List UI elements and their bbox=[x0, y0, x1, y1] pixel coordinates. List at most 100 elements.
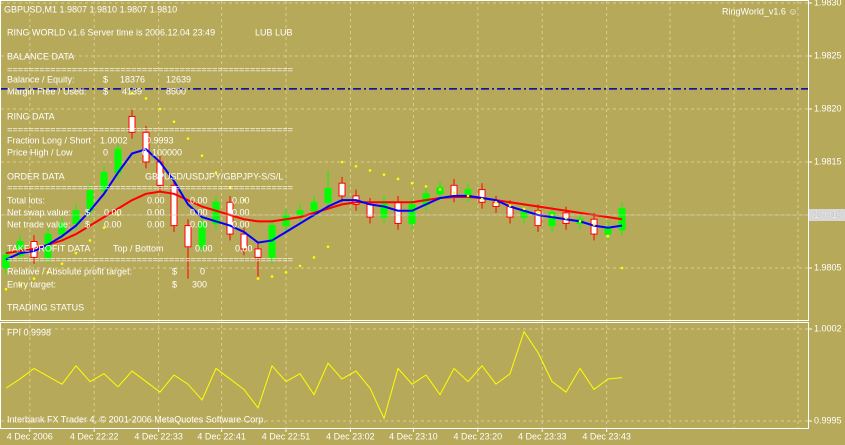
candle-body bbox=[408, 203, 416, 224]
sar-dot bbox=[620, 266, 624, 270]
candle-body bbox=[338, 182, 346, 197]
panel-text: $ bbox=[172, 266, 177, 276]
sar-dot bbox=[270, 275, 274, 278]
candle-body bbox=[296, 210, 304, 216]
candle-body bbox=[128, 115, 136, 133]
x-tick-label: 4 Dec 22:51 bbox=[262, 431, 311, 441]
price-label: 1.9810 bbox=[814, 209, 842, 219]
panel-text: 8500 bbox=[166, 86, 186, 96]
candle-body bbox=[142, 131, 150, 163]
panel-text: Net trade value: bbox=[7, 219, 71, 229]
panel-text: Margin Free / Used: bbox=[7, 86, 87, 96]
sar-dot bbox=[172, 120, 176, 124]
sar-dot bbox=[564, 216, 568, 220]
panel-text: $ bbox=[85, 207, 90, 217]
sar-dot bbox=[312, 256, 316, 259]
candle-body bbox=[2, 254, 10, 269]
x-tick-label: 4 Dec 23:33 bbox=[518, 431, 567, 441]
panel-text: BALANCE DATA bbox=[7, 51, 74, 61]
sar-dot bbox=[60, 262, 64, 266]
panel-text: $ bbox=[103, 86, 108, 96]
panel-text: Fraction Long / Short bbox=[7, 135, 92, 145]
sar-dot bbox=[88, 239, 92, 242]
sar-dot bbox=[536, 210, 540, 214]
indicator-label: RingWorld_v1.6 ☺ bbox=[722, 6, 798, 16]
x-tick-label: 4 Dec 22:22 bbox=[70, 431, 119, 441]
x-tick-label: 4 Dec 23:10 bbox=[389, 431, 438, 441]
panel-text: Balance / Equity: bbox=[7, 74, 75, 84]
panel-text: Top / Bottom bbox=[113, 243, 164, 253]
candle-body bbox=[226, 201, 234, 235]
sar-dot bbox=[228, 186, 232, 189]
separator: ========================================… bbox=[7, 124, 293, 134]
fpi-title: FPI 0.9998 bbox=[7, 327, 51, 337]
sar-dot bbox=[494, 200, 498, 204]
y-tick-label: 1.9825 bbox=[814, 50, 842, 60]
sar-dot bbox=[32, 277, 36, 280]
sar-dot bbox=[144, 97, 148, 100]
panel-text: $ bbox=[172, 279, 177, 289]
panel-text: 0 bbox=[200, 266, 205, 276]
panel-text: 0.9993 bbox=[146, 135, 174, 145]
sar-dot bbox=[452, 191, 456, 195]
sar-dot bbox=[130, 91, 134, 95]
sar-dot bbox=[256, 277, 260, 280]
candle-body bbox=[310, 201, 318, 212]
sar-dot bbox=[18, 283, 22, 287]
y-tick-label: 1.0002 bbox=[814, 323, 842, 333]
sar-dot bbox=[102, 226, 106, 230]
panel-text: Entry target: bbox=[7, 279, 56, 289]
x-tick-label: 4 Dec 23:02 bbox=[326, 431, 375, 441]
footer: Interbank FX Trader 4, © 2001-2006 MetaQ… bbox=[7, 414, 266, 424]
sub-frame bbox=[0, 322, 809, 429]
panel-text: 18376 bbox=[120, 74, 145, 84]
sar-dot bbox=[508, 204, 512, 207]
sar-dot bbox=[74, 251, 78, 255]
panel-text: 0.00 bbox=[104, 219, 122, 229]
fpi-line bbox=[5, 330, 623, 420]
sar-dot bbox=[158, 107, 162, 111]
panel-text: 0.00 bbox=[147, 195, 165, 205]
panel-text: 12639 bbox=[166, 74, 191, 84]
panel-text: 0.00 bbox=[235, 243, 253, 253]
sar-dot bbox=[242, 198, 246, 202]
panel-text: TRADING STATUS bbox=[7, 302, 84, 312]
sar-dot bbox=[214, 171, 218, 174]
sar-dot bbox=[382, 173, 386, 177]
panel-text: 4139 bbox=[122, 86, 142, 96]
panel-text: 0.00 bbox=[190, 219, 208, 229]
candle-body bbox=[72, 210, 80, 224]
sar-dot bbox=[4, 287, 8, 291]
x-tick-label: 4 Dec 2006 bbox=[7, 431, 53, 441]
plot: 1.9810 bbox=[1, 88, 845, 420]
panel-text: 0.00 bbox=[232, 195, 250, 205]
panel-text: 0 bbox=[103, 147, 108, 157]
panel-text: Price High / Low bbox=[7, 147, 73, 157]
panel-text: RING DATA bbox=[7, 111, 55, 121]
candle-body bbox=[450, 184, 458, 197]
separator: ========================================… bbox=[7, 182, 293, 192]
panel-text: 0.00 bbox=[147, 219, 165, 229]
y-tick-label: 0.9995 bbox=[814, 415, 842, 425]
sar-dot bbox=[592, 223, 596, 226]
x-tick-label: 4 Dec 22:33 bbox=[134, 431, 183, 441]
chart-title: GBPUSD,M1 1.9807 1.9810 1.9807 1.9810 bbox=[4, 4, 177, 14]
price-box bbox=[809, 209, 845, 221]
candle-body bbox=[184, 225, 192, 248]
y-tick-label: 1.9830 bbox=[814, 0, 842, 7]
panel-text: Total lots: bbox=[7, 195, 45, 205]
panel-text: $ bbox=[85, 219, 90, 229]
sar-dot bbox=[298, 264, 302, 268]
candle-body bbox=[198, 222, 206, 248]
sar-dot bbox=[368, 169, 372, 172]
panel-text: 0.00 bbox=[104, 207, 122, 217]
panel-text: 0.00 bbox=[190, 207, 208, 217]
overlay: 1.9830 1.9825 1.9820 1.9815 1.9810 1.9805 1.00… bbox=[7, 0, 842, 441]
panel-text: 0.00 bbox=[232, 219, 250, 229]
sar-dot bbox=[578, 220, 582, 223]
main-frame bbox=[0, 0, 809, 321]
panel-text: 0.00 bbox=[190, 195, 208, 205]
panel-text: GBPUSD/USDJPY/GBPJPY-S/S/L bbox=[145, 171, 283, 181]
